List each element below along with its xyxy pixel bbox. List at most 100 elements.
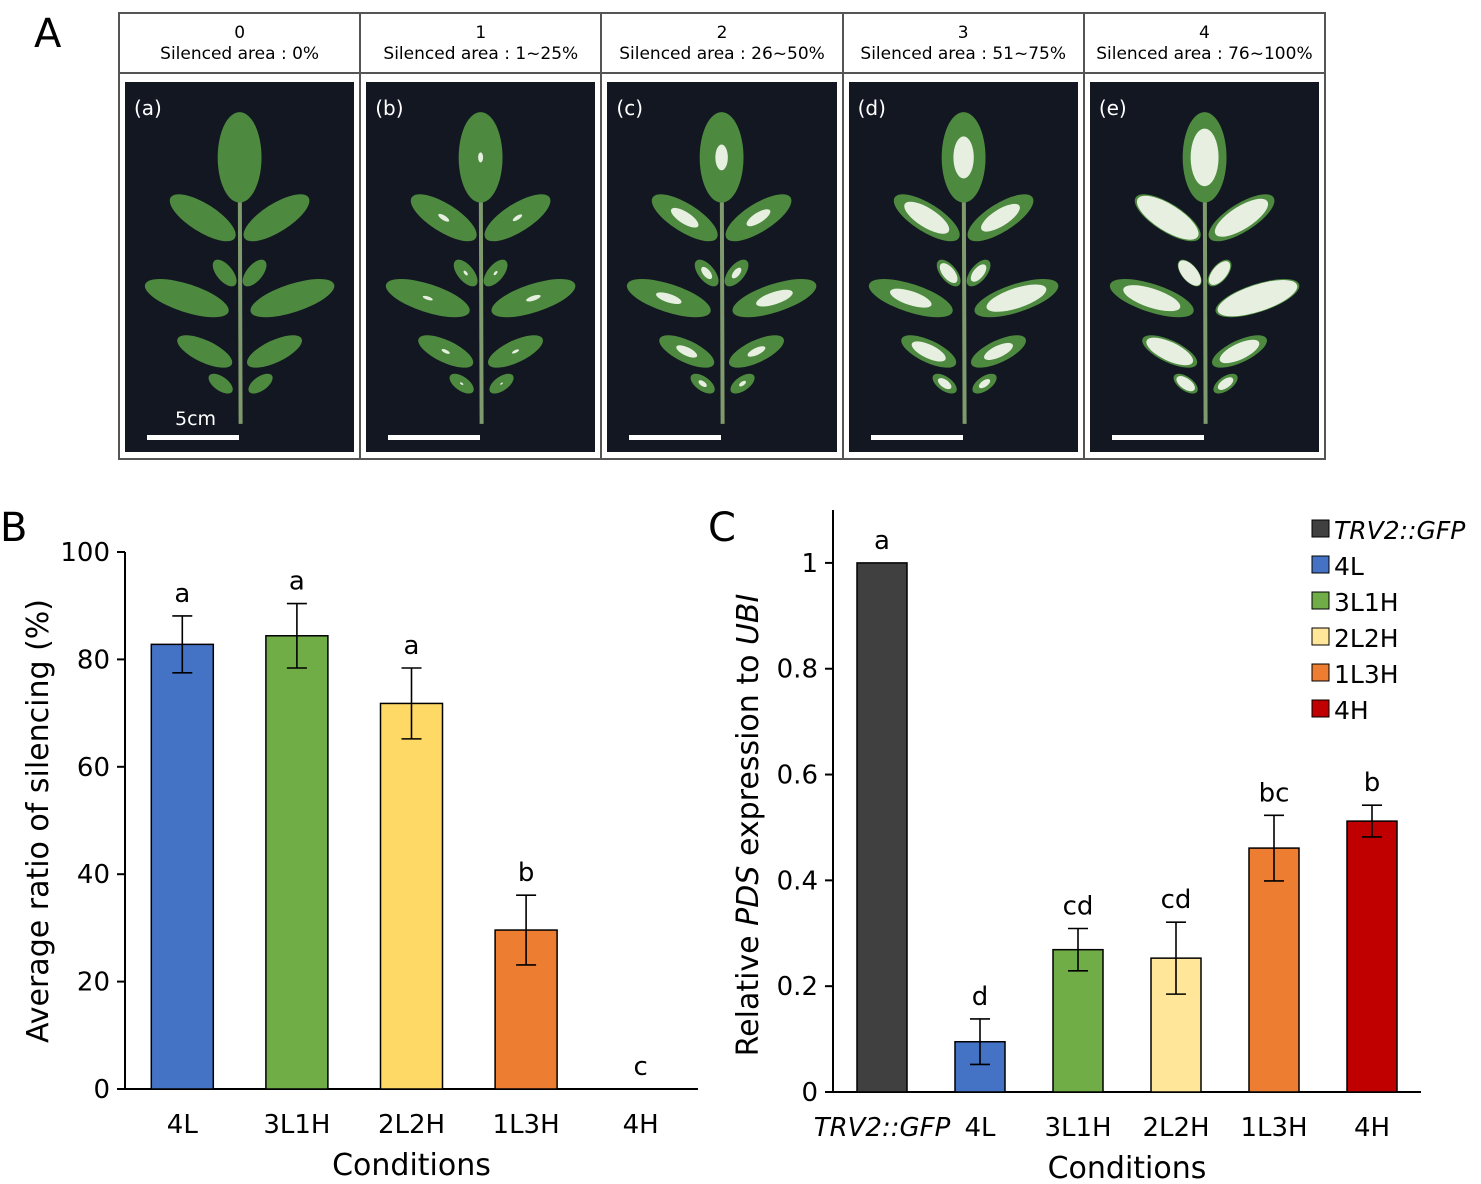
silenced-area-label: Silenced area : 51~75% xyxy=(860,44,1066,64)
significance-letter: a xyxy=(404,631,420,661)
x-tick-label: 1L3H xyxy=(1240,1113,1307,1143)
leaflet xyxy=(698,380,708,388)
score-header: 0 Silenced area : 0% xyxy=(120,14,360,74)
leaf-illustration xyxy=(627,112,817,424)
legend-label: 4H xyxy=(1334,696,1369,725)
legend-swatch xyxy=(1311,555,1330,574)
bar-2L2H xyxy=(379,702,444,1090)
leaflet xyxy=(746,209,771,227)
leaflet xyxy=(212,259,237,287)
leaflet xyxy=(248,373,273,394)
score-number: 2 xyxy=(716,23,728,43)
bar-1L3H xyxy=(1248,847,1300,1093)
bar-4L xyxy=(150,643,215,1090)
score-header: 2 Silenced area : 26~50% xyxy=(602,14,842,74)
leaflet xyxy=(493,270,498,276)
significance-letter: a xyxy=(289,567,305,597)
bar-TRV2::GFP xyxy=(856,562,908,1093)
x-tick-label: 3L1H xyxy=(1044,1113,1111,1143)
significance-letter: bc xyxy=(1259,778,1290,808)
scale-bar xyxy=(147,435,239,440)
photo-label: (e) xyxy=(1098,96,1127,120)
leaflet xyxy=(1214,198,1268,237)
score-column-4: 4 Silenced area : 76~100% (e) xyxy=(1084,14,1325,458)
leaflet xyxy=(911,341,946,362)
y-tick-label: 1 xyxy=(801,549,818,579)
score-number: 0 xyxy=(234,23,246,43)
significance-letter: cd xyxy=(1063,892,1094,922)
x-axis-label: Conditions xyxy=(332,1148,491,1183)
leaflet xyxy=(953,136,974,179)
y-axis-label: Relative PDS expression to UBI xyxy=(731,594,766,1057)
leaflet xyxy=(671,207,699,228)
x-tick-label: 2L2H xyxy=(378,1110,445,1140)
leaflet xyxy=(1178,260,1201,286)
leaflet xyxy=(217,112,262,203)
legend-label: 3L1H xyxy=(1334,588,1399,617)
silenced-area-label: Silenced area : 26~50% xyxy=(619,44,825,64)
y-tick-label: 0 xyxy=(801,1078,818,1108)
photo-label: (d) xyxy=(857,96,886,120)
x-tick-label: 4L xyxy=(964,1113,996,1143)
leaflet xyxy=(438,213,450,222)
score-header: 4 Silenced area : 76~100% xyxy=(1084,14,1325,74)
x-tick-label: 4H xyxy=(623,1110,659,1140)
legend-swatch xyxy=(1311,699,1330,718)
x-tick-label: 4H xyxy=(1354,1113,1390,1143)
silenced-area-label: Silenced area : 1~25% xyxy=(383,44,579,64)
score-number: 1 xyxy=(475,23,487,43)
scale-bar xyxy=(870,435,963,440)
significance-letter: b xyxy=(1364,768,1381,798)
leaflet xyxy=(1217,279,1298,317)
leaflet xyxy=(939,263,958,283)
leaflet xyxy=(1217,377,1234,390)
leaflet xyxy=(986,284,1046,312)
leaflet xyxy=(512,349,520,354)
leaflet xyxy=(970,264,986,282)
leaflet xyxy=(422,295,434,301)
y-axis-label-part: Relative xyxy=(731,926,766,1057)
leaflet xyxy=(242,259,267,287)
y-tick-label: 20 xyxy=(77,968,110,998)
x-tick-label: 2L2H xyxy=(1142,1113,1209,1143)
leaflet xyxy=(978,379,990,389)
significance-letter: c xyxy=(634,1052,648,1082)
y-axis-label: Average ratio of silencing (%) xyxy=(21,599,56,1043)
leaf-photo: (e) xyxy=(1089,82,1320,452)
score-column-3: 3 Silenced area : 51~75% (d) xyxy=(843,14,1085,458)
leaflet xyxy=(250,279,335,318)
x-tick-label: 4L xyxy=(167,1110,199,1140)
leaflet xyxy=(676,345,698,358)
silenced-area-label: Silenced area : 0% xyxy=(160,44,320,64)
y-tick-label: 80 xyxy=(77,645,110,675)
score-number: 3 xyxy=(957,23,969,43)
x-axis-label: Conditions xyxy=(1048,1151,1207,1184)
score-column-0: 0 Silenced area : 0% (a) 5cm xyxy=(120,14,362,458)
panel-label-b: B xyxy=(0,505,28,551)
leaflet xyxy=(144,279,229,318)
legend-label: 4L xyxy=(1334,552,1364,581)
y-tick-label: 0.8 xyxy=(777,655,818,685)
leaflet xyxy=(739,380,747,387)
leaf-photo: (c) xyxy=(607,82,837,452)
leaflet xyxy=(1208,261,1231,285)
silenced-area-label: Silenced area : 76~100% xyxy=(1096,44,1313,64)
leaflet xyxy=(937,378,952,390)
x-tick-label: 3L1H xyxy=(263,1110,330,1140)
scale-bar-label: 5cm xyxy=(175,408,217,430)
leaflet xyxy=(656,292,682,304)
x-tick-label: TRV2::GFP xyxy=(814,1113,951,1143)
leaflet xyxy=(441,349,451,354)
legend-label: 2L2H xyxy=(1334,624,1399,653)
legend-swatch xyxy=(1311,663,1330,682)
leaflet xyxy=(1136,195,1199,240)
leaflet xyxy=(1176,376,1195,392)
y-tick-label: 40 xyxy=(77,860,110,890)
leaflet xyxy=(512,214,523,222)
leaflet xyxy=(169,194,236,242)
leaflet xyxy=(748,346,766,357)
legend-swatch xyxy=(1311,519,1330,538)
bar-3L1H xyxy=(265,635,329,1090)
leaflet xyxy=(463,270,469,276)
leaf-illustration xyxy=(386,112,576,424)
